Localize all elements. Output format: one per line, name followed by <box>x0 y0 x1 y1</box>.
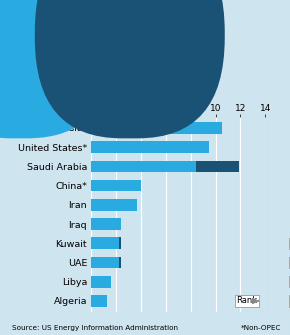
Bar <box>91 122 222 134</box>
Bar <box>91 180 141 191</box>
Bar <box>196 160 239 172</box>
Bar <box>91 199 137 211</box>
Text: Rank: Rank <box>236 296 257 306</box>
Bar <box>91 160 196 172</box>
Text: Oil producers, barrels per day: Oil producers, barrels per day <box>12 17 157 27</box>
Text: Spare capacity: Spare capacity <box>139 30 206 39</box>
Text: *Non-OPEC: *Non-OPEC <box>241 325 281 331</box>
Text: Source: US Energy Information Administration: Source: US Energy Information Administra… <box>12 325 177 331</box>
Bar <box>119 257 121 268</box>
Bar <box>91 276 110 287</box>
Bar <box>91 295 107 307</box>
Text: Saudi safety net: Saudi safety net <box>12 8 134 21</box>
Bar <box>119 238 121 249</box>
Bar <box>91 238 119 249</box>
Bar <box>91 257 119 268</box>
Bar <box>91 141 209 153</box>
Text: Production: Production <box>29 30 77 39</box>
Bar <box>91 218 121 230</box>
Text: December 2010, m: December 2010, m <box>12 23 107 32</box>
